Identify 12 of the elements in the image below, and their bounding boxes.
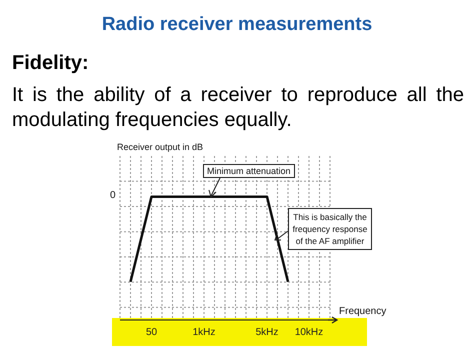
y-axis-title: Receiver output in dB (117, 142, 204, 152)
x-tick-label: 50 (146, 327, 158, 338)
text: It is the ability of a receiver to reproduce all the modulating frequencies equally. (12, 83, 464, 133)
chart-title: Radio receiver measurements (100, 14, 374, 36)
text: 0 (110, 190, 116, 201)
text: Minimum attenuation (203, 164, 295, 178)
x-tick-label: 1kHz (192, 327, 216, 338)
annotation: This is basically the frequency response of the AF amplifier (288, 208, 372, 250)
x-tick-label: 5kHz (256, 327, 278, 338)
x-axis-title: Frequency (339, 306, 386, 317)
chart-subtitle: Fidelity: (12, 52, 89, 75)
x-tick-label: 10kHz (294, 327, 324, 338)
